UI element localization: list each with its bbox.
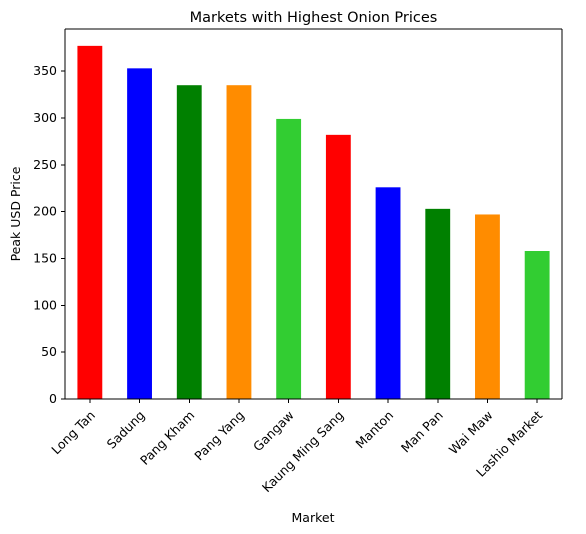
bar-sadung bbox=[127, 68, 152, 400]
y-tick-label: 300 bbox=[33, 110, 57, 125]
y-axis-ticks: 0 50 100 150 200 250 300 350 bbox=[33, 63, 65, 406]
x-tick-label: Manton bbox=[352, 408, 396, 452]
bar-man-pan bbox=[425, 208, 451, 399]
y-axis-label: Peak USD Price bbox=[8, 166, 23, 261]
bar-group bbox=[77, 45, 550, 400]
y-tick-label: 0 bbox=[49, 391, 57, 406]
bar-long-tan bbox=[77, 45, 103, 400]
x-tick-label: Pang Yang bbox=[191, 408, 247, 464]
x-tick-label: Long Tan bbox=[48, 408, 98, 458]
y-tick-label: 50 bbox=[41, 344, 57, 359]
x-tick-label: Wai Maw bbox=[446, 408, 496, 458]
bar-wai-maw bbox=[475, 214, 500, 399]
x-tick-label: Sadung bbox=[104, 408, 148, 452]
y-tick-label: 350 bbox=[33, 63, 57, 78]
bar-pang-yang bbox=[226, 85, 252, 400]
chart-title: Markets with Highest Onion Prices bbox=[190, 10, 438, 26]
bar-gangaw bbox=[276, 118, 302, 400]
x-tick-label: Gangaw bbox=[250, 408, 297, 455]
bar-manton bbox=[375, 187, 401, 399]
y-tick-label: 150 bbox=[33, 250, 57, 265]
bar-pang-kham bbox=[176, 85, 202, 400]
bar-lashio-market bbox=[524, 251, 550, 399]
x-tick-label: Man Pan bbox=[398, 408, 446, 456]
y-tick-label: 100 bbox=[33, 297, 57, 312]
y-tick-label: 250 bbox=[33, 157, 57, 172]
x-axis-label: Market bbox=[292, 510, 335, 525]
bar-kaung-ming-sang bbox=[325, 134, 351, 400]
y-tick-label: 200 bbox=[33, 204, 57, 219]
